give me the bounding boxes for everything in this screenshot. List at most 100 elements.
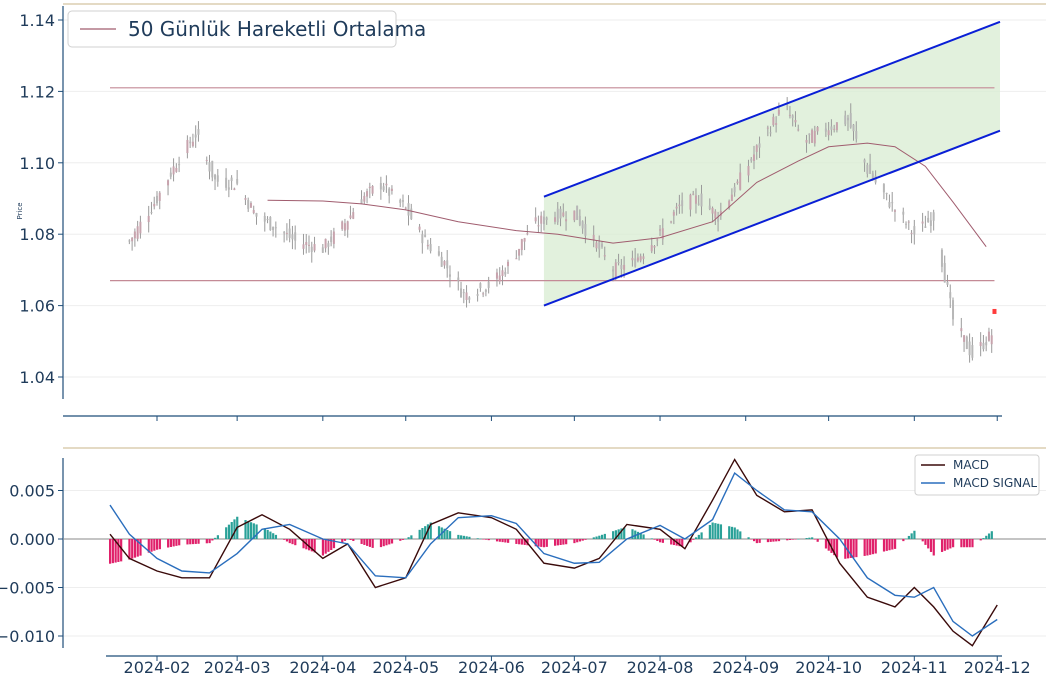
- candle-body: [576, 205, 579, 220]
- candle-body: [639, 256, 642, 261]
- candle-body: [863, 159, 866, 163]
- histogram-bar: [302, 539, 305, 549]
- candle-body: [482, 293, 485, 295]
- candle-body: [371, 186, 374, 194]
- histogram-bar: [753, 539, 756, 542]
- histogram-bar: [971, 539, 974, 548]
- histogram-bar: [769, 539, 772, 542]
- histogram-bar: [982, 538, 985, 539]
- histogram-bar: [479, 538, 482, 540]
- histogram-bar: [612, 531, 615, 539]
- histogram-bar: [153, 539, 156, 551]
- histogram-bar: [855, 539, 858, 558]
- candle-body: [910, 232, 913, 234]
- candle-body: [692, 193, 695, 195]
- candle-body: [175, 167, 178, 172]
- candle-body: [128, 240, 131, 242]
- histogram-bar: [465, 536, 468, 539]
- histogram-bar: [437, 526, 441, 539]
- histogram-bar: [595, 536, 598, 539]
- candle-body: [349, 215, 352, 219]
- histogram-bar: [990, 531, 993, 539]
- histogram-bar: [133, 539, 137, 558]
- candle-body: [592, 234, 595, 241]
- histogram-bar: [191, 539, 195, 545]
- histogram-bar: [310, 539, 313, 552]
- histogram-bar: [379, 539, 383, 548]
- candle-body: [794, 120, 797, 123]
- candle-body: [321, 247, 324, 253]
- candle-body: [855, 131, 858, 139]
- candle-body: [216, 175, 219, 182]
- candle-body: [390, 188, 393, 191]
- histogram-bar: [924, 539, 927, 545]
- candle-body: [968, 341, 971, 356]
- histogram-bar: [717, 523, 720, 539]
- histogram-bar: [272, 533, 275, 539]
- candle-body: [556, 208, 559, 223]
- candle-body: [965, 336, 968, 349]
- candlesticks: [128, 97, 993, 363]
- candle-body: [824, 128, 827, 132]
- candle-body: [634, 258, 637, 267]
- candle-body: [927, 217, 930, 223]
- histogram-bar: [869, 539, 872, 555]
- histogram-bar: [794, 539, 797, 540]
- histogram-bar: [360, 539, 363, 544]
- candle-body: [131, 237, 134, 242]
- candle-body: [960, 328, 963, 332]
- histogram-bar: [614, 530, 618, 539]
- candle-body: [678, 204, 681, 207]
- macd-x-tick-label: 2024-09: [712, 658, 779, 677]
- candle-body: [753, 154, 756, 161]
- histogram-bar: [501, 539, 504, 543]
- channel-lower-line: [543, 129, 1001, 307]
- histogram-bar: [929, 539, 933, 552]
- price-legend-box: [67, 10, 397, 48]
- histogram-bar: [556, 539, 559, 546]
- candle-body: [155, 195, 158, 204]
- histogram-bar: [233, 519, 236, 539]
- candle-body: [167, 180, 170, 186]
- candle-body: [584, 224, 587, 236]
- histogram-bar: [368, 539, 372, 547]
- candle-body: [719, 210, 722, 217]
- candle-body: [565, 219, 568, 222]
- histogram-bar: [269, 531, 272, 539]
- price-x-ticks: [156, 416, 998, 421]
- candle-body: [755, 145, 758, 152]
- histogram-bar: [813, 539, 817, 540]
- candle-body: [600, 243, 603, 247]
- histogram-bar: [805, 538, 808, 539]
- candle-body: [515, 258, 518, 260]
- histogram-bar: [363, 539, 366, 545]
- histogram-bar: [852, 539, 855, 558]
- macd-x-tick-label: 2024-12: [964, 658, 1031, 677]
- macd-x-tick-label: 2024-08: [627, 658, 694, 677]
- candle-body: [614, 262, 617, 278]
- histogram-bar: [736, 529, 739, 539]
- candle-body: [294, 232, 297, 241]
- candle-body: [830, 126, 833, 130]
- candle-body: [728, 200, 731, 208]
- candle-body: [288, 228, 291, 238]
- candle-body: [852, 124, 855, 132]
- candle-body: [670, 221, 673, 223]
- candle-body: [255, 212, 258, 217]
- candle-body: [285, 232, 288, 234]
- candle-body: [620, 264, 623, 270]
- candle-body: [407, 203, 410, 216]
- histogram-bar: [766, 539, 770, 543]
- histogram-bar: [714, 523, 717, 539]
- candle-body: [283, 232, 286, 234]
- histogram-bar: [371, 539, 374, 548]
- candle-body: [791, 115, 794, 119]
- histogram-bar: [565, 539, 568, 545]
- histogram-bar: [921, 539, 924, 542]
- macd-x-tick-label: 2024-06: [458, 658, 525, 677]
- candle-body: [388, 188, 391, 196]
- channel-fill: [543, 21, 1000, 306]
- candle-body: [399, 199, 402, 203]
- histogram-bar: [777, 539, 781, 542]
